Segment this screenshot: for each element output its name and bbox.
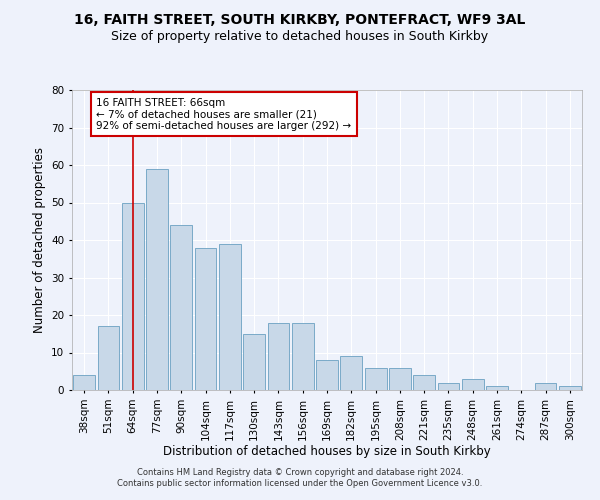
Bar: [268, 322, 289, 390]
Bar: [365, 368, 386, 390]
Bar: [122, 202, 143, 390]
Bar: [340, 356, 362, 390]
Bar: [389, 368, 411, 390]
Text: Contains HM Land Registry data © Crown copyright and database right 2024.
Contai: Contains HM Land Registry data © Crown c…: [118, 468, 482, 487]
Text: 16, FAITH STREET, SOUTH KIRKBY, PONTEFRACT, WF9 3AL: 16, FAITH STREET, SOUTH KIRKBY, PONTEFRA…: [74, 12, 526, 26]
Bar: [437, 382, 460, 390]
Y-axis label: Number of detached properties: Number of detached properties: [32, 147, 46, 333]
X-axis label: Distribution of detached houses by size in South Kirkby: Distribution of detached houses by size …: [163, 446, 491, 458]
Bar: [170, 225, 192, 390]
Bar: [413, 375, 435, 390]
Bar: [462, 379, 484, 390]
Bar: [73, 375, 95, 390]
Text: Size of property relative to detached houses in South Kirkby: Size of property relative to detached ho…: [112, 30, 488, 43]
Bar: [486, 386, 508, 390]
Bar: [219, 244, 241, 390]
Bar: [146, 169, 168, 390]
Text: 16 FAITH STREET: 66sqm
← 7% of detached houses are smaller (21)
92% of semi-deta: 16 FAITH STREET: 66sqm ← 7% of detached …: [96, 98, 352, 130]
Bar: [292, 322, 314, 390]
Bar: [559, 386, 581, 390]
Bar: [535, 382, 556, 390]
Bar: [316, 360, 338, 390]
Bar: [243, 334, 265, 390]
Bar: [194, 248, 217, 390]
Bar: [97, 326, 119, 390]
